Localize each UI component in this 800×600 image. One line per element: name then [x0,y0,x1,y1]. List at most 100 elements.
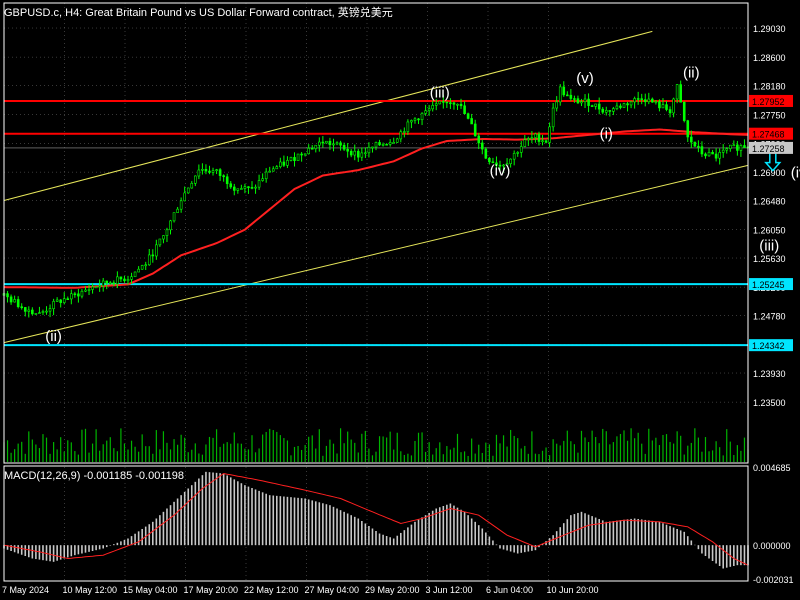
candle-body [158,238,162,246]
candle-body [668,109,672,114]
candle-body [356,150,360,158]
candle-body [378,142,381,146]
candle-body [388,142,392,145]
candle-body [254,186,257,189]
candle-body [728,144,732,149]
candle-body [626,103,629,106]
candle-body [360,152,364,158]
candle-body [640,98,644,100]
candle-body [339,142,342,146]
resistance-price-tag [749,127,793,140]
candle-body [300,153,303,156]
candle-body [162,235,165,240]
candle-body [392,142,396,144]
candle-body [144,264,148,267]
candle-body [151,254,155,257]
candle-body [208,170,211,173]
candle-body [714,153,718,159]
candle-body [279,161,282,168]
candle-body [665,104,668,110]
time-tick-label: 10 Jun 20:00 [547,585,599,595]
candle-body [80,290,84,297]
candle-body [527,138,530,140]
candle-body [604,110,608,113]
time-tick-label: 27 May 04:00 [305,585,360,595]
candle-body [601,108,605,113]
channel-lower-line [3,164,749,344]
candle-body [721,149,725,153]
candle-body [137,268,140,273]
macd-tick-label: 0.000000 [753,541,791,551]
candle-body [477,135,481,144]
candle-body [480,142,484,150]
candle-body [6,293,9,298]
candle-body [647,98,651,103]
candle-body [123,278,126,282]
candle-body [23,307,27,312]
price-tick-label: 1.27750 [753,111,786,121]
candle-body [332,143,335,146]
candle-body [34,313,38,315]
price-tick-label: 1.28180 [753,82,786,92]
candle-body [183,192,186,202]
time-tick-label: 10 May 12:00 [63,585,118,595]
candle-body [59,299,62,303]
candle-body [62,298,66,303]
candle-body [318,141,321,146]
candle-body [473,123,477,137]
candle-body [629,101,633,106]
candle-body [222,175,225,178]
price-pane-frame [3,2,749,464]
price-tick-label: 1.23500 [753,398,786,408]
candle-body [587,98,590,106]
candle-body [403,131,406,133]
candle-body [410,120,413,123]
candle-body [633,98,636,103]
candle-body [116,276,119,285]
candle-body [707,151,711,157]
candle-body [346,148,349,152]
channel-upper-line [3,30,653,202]
candle-body [512,153,516,160]
candle-body [225,176,229,185]
macd-tick-label: 0.004685 [753,463,791,473]
candle-body [105,280,109,284]
candle-body [236,188,240,191]
candle-body [530,137,534,139]
candle-body [41,311,45,313]
candle-body [597,103,601,110]
candle-body [555,101,558,109]
candle-body [636,98,640,100]
candle-body [112,282,116,285]
time-tick-label: 6 Jun 04:00 [486,585,533,595]
candle-body [119,276,123,280]
candle-body [268,170,272,173]
price-tick-label: 1.26480 [753,197,786,207]
candle-body [349,150,353,156]
candle-body [133,271,137,278]
candle-body [314,144,318,149]
price-tick-label: 1.26050 [753,226,786,236]
support-price-tag [749,278,793,291]
wave-label: (iii) [430,85,450,102]
candle-body [172,212,176,222]
symbol-title: GBPUSD.c, H4: Great Britain Pound vs US … [4,7,393,19]
candle-body [243,186,247,189]
candle-body [456,103,459,106]
candle-body [310,147,314,150]
time-tick-label: 7 May 2024 [2,585,49,595]
candle-body [286,160,289,166]
candle-body [179,200,183,210]
wave-label: (v) [576,70,594,87]
candle-body [165,229,169,236]
time-tick-label: 17 May 20:00 [184,585,239,595]
candle-body [498,164,502,167]
candle-body [186,187,190,194]
candle-body [622,103,626,108]
candle-body [91,286,94,290]
candle-body [385,143,388,146]
candle-body [73,293,77,296]
candle-body [505,163,509,166]
down-arrow-icon [764,151,782,172]
